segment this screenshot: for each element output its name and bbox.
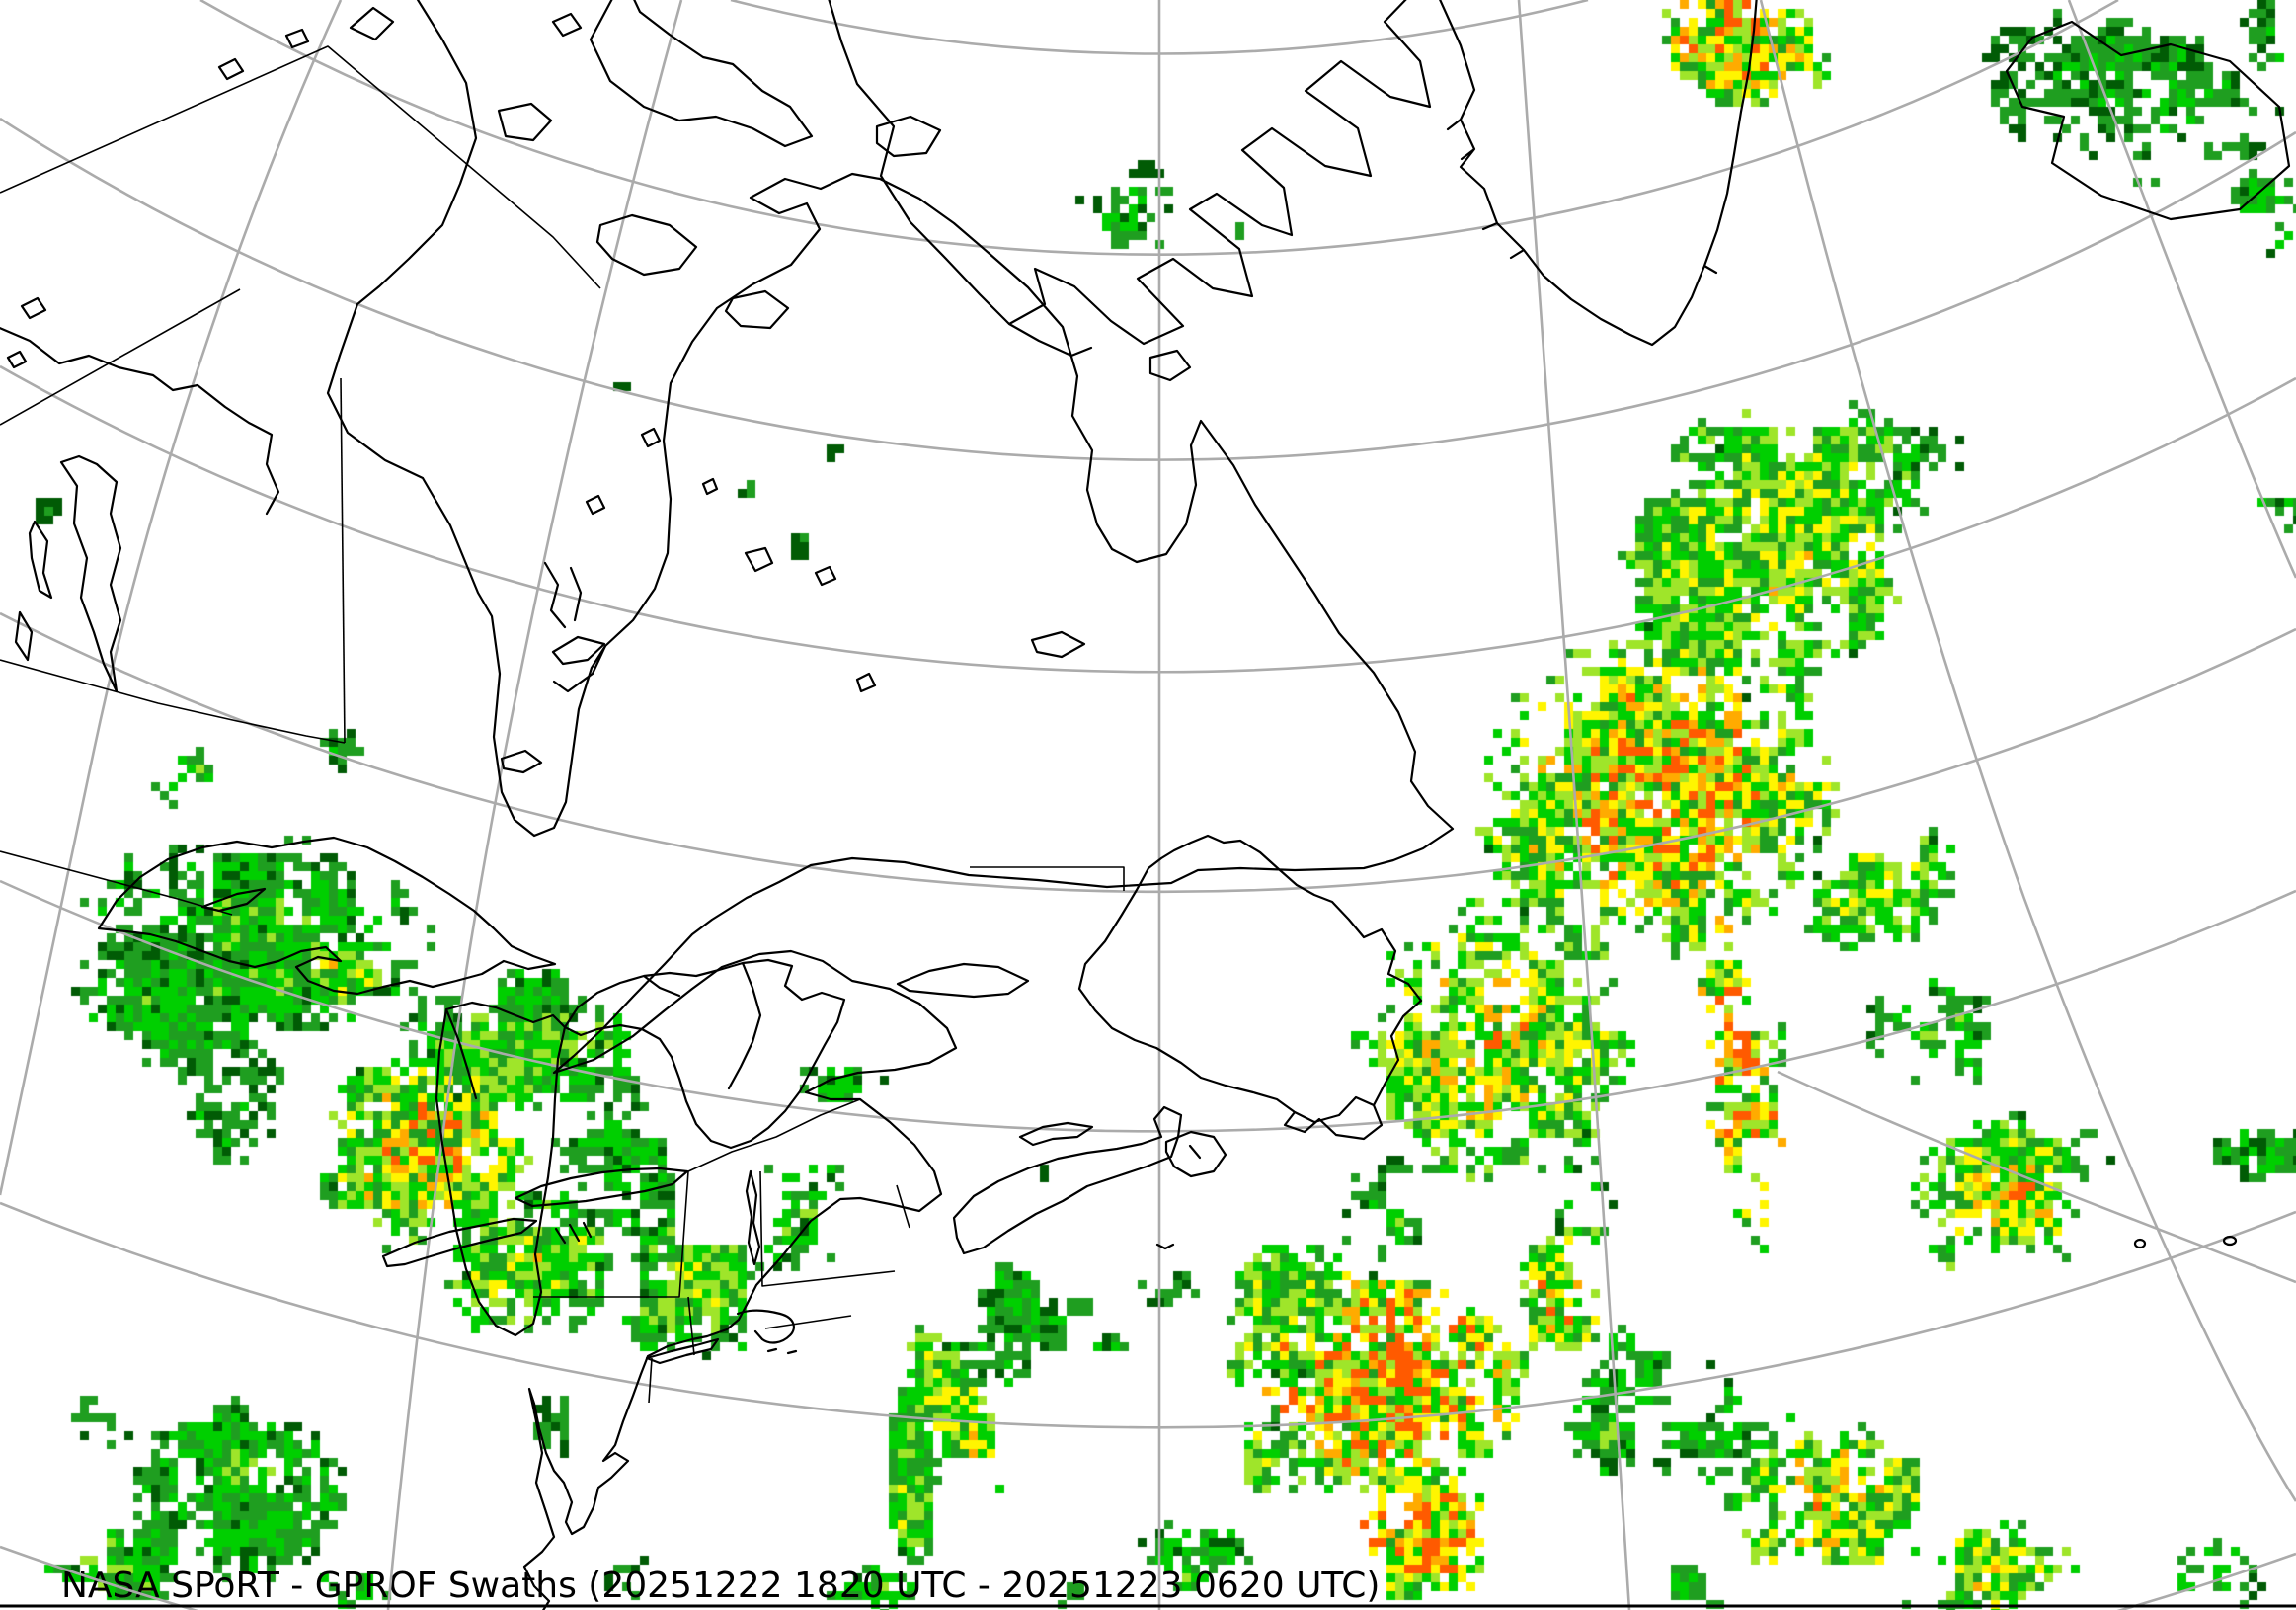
parallel-line [0, 364, 2296, 674]
quebec-labrador-border [970, 866, 1125, 891]
state-border [764, 1315, 852, 1329]
coats-island [595, 213, 698, 277]
atlantic-small-islands [1155, 1235, 2238, 1250]
parallel-line [0, 879, 2296, 1133]
northwest-coast-fragments [0, 296, 280, 516]
state-border [759, 1170, 896, 1287]
lake-ontario [514, 1167, 689, 1208]
border-line [0, 45, 601, 289]
cape-cod [736, 1309, 798, 1355]
state-border [896, 1184, 910, 1229]
nova-scotia [952, 1105, 1183, 1255]
newfoundland [1077, 834, 1423, 1141]
parallel-line [0, 1545, 2296, 1610]
border-line [340, 377, 346, 744]
lake-superior [97, 836, 557, 996]
hudson-bay-quebec-atlantic-coast [326, 0, 1455, 1610]
iceland [2005, 20, 2291, 221]
meridian-line [0, 0, 343, 1196]
parallel-line [0, 1201, 2296, 1429]
us-canada-border [687, 1098, 861, 1172]
lake-michigan [435, 1001, 567, 1337]
belcher-islands [543, 561, 583, 629]
meridian-line [1517, 0, 1631, 1610]
lake-winnipeg [14, 454, 122, 693]
lake-huron [563, 958, 846, 1150]
parallel-line [0, 611, 2296, 894]
border-line [0, 288, 241, 426]
state-border [648, 1357, 653, 1404]
anticosti-island [896, 962, 1030, 999]
mansel-island [724, 289, 790, 330]
baffin-island [828, 0, 1432, 358]
parallel-line [0, 117, 2296, 461]
arctic-small-islands [217, 6, 1192, 382]
greenland [1439, 0, 1758, 347]
southampton-island [589, 0, 814, 148]
border-line [0, 659, 346, 744]
cape-breton-island [1164, 1130, 1227, 1178]
quebec-labrador-lakes [551, 427, 1086, 693]
borders [0, 45, 1125, 1404]
long-island [645, 1337, 720, 1365]
meridian-line [1759, 0, 2296, 1502]
prince-edward-island [1018, 1121, 1094, 1147]
meridian-line [1777, 1070, 2296, 1284]
lake-champlain [745, 1169, 761, 1266]
meridian-line [386, 0, 683, 1610]
lake-erie [381, 1217, 538, 1268]
state-border [687, 1296, 695, 1356]
richmond-gulf-hook [552, 644, 607, 693]
meridian-line [2067, 0, 2296, 579]
river-ticks [554, 1221, 593, 1245]
akimiski-island [500, 749, 543, 774]
border-line [0, 850, 233, 916]
state-border [533, 1170, 689, 1298]
